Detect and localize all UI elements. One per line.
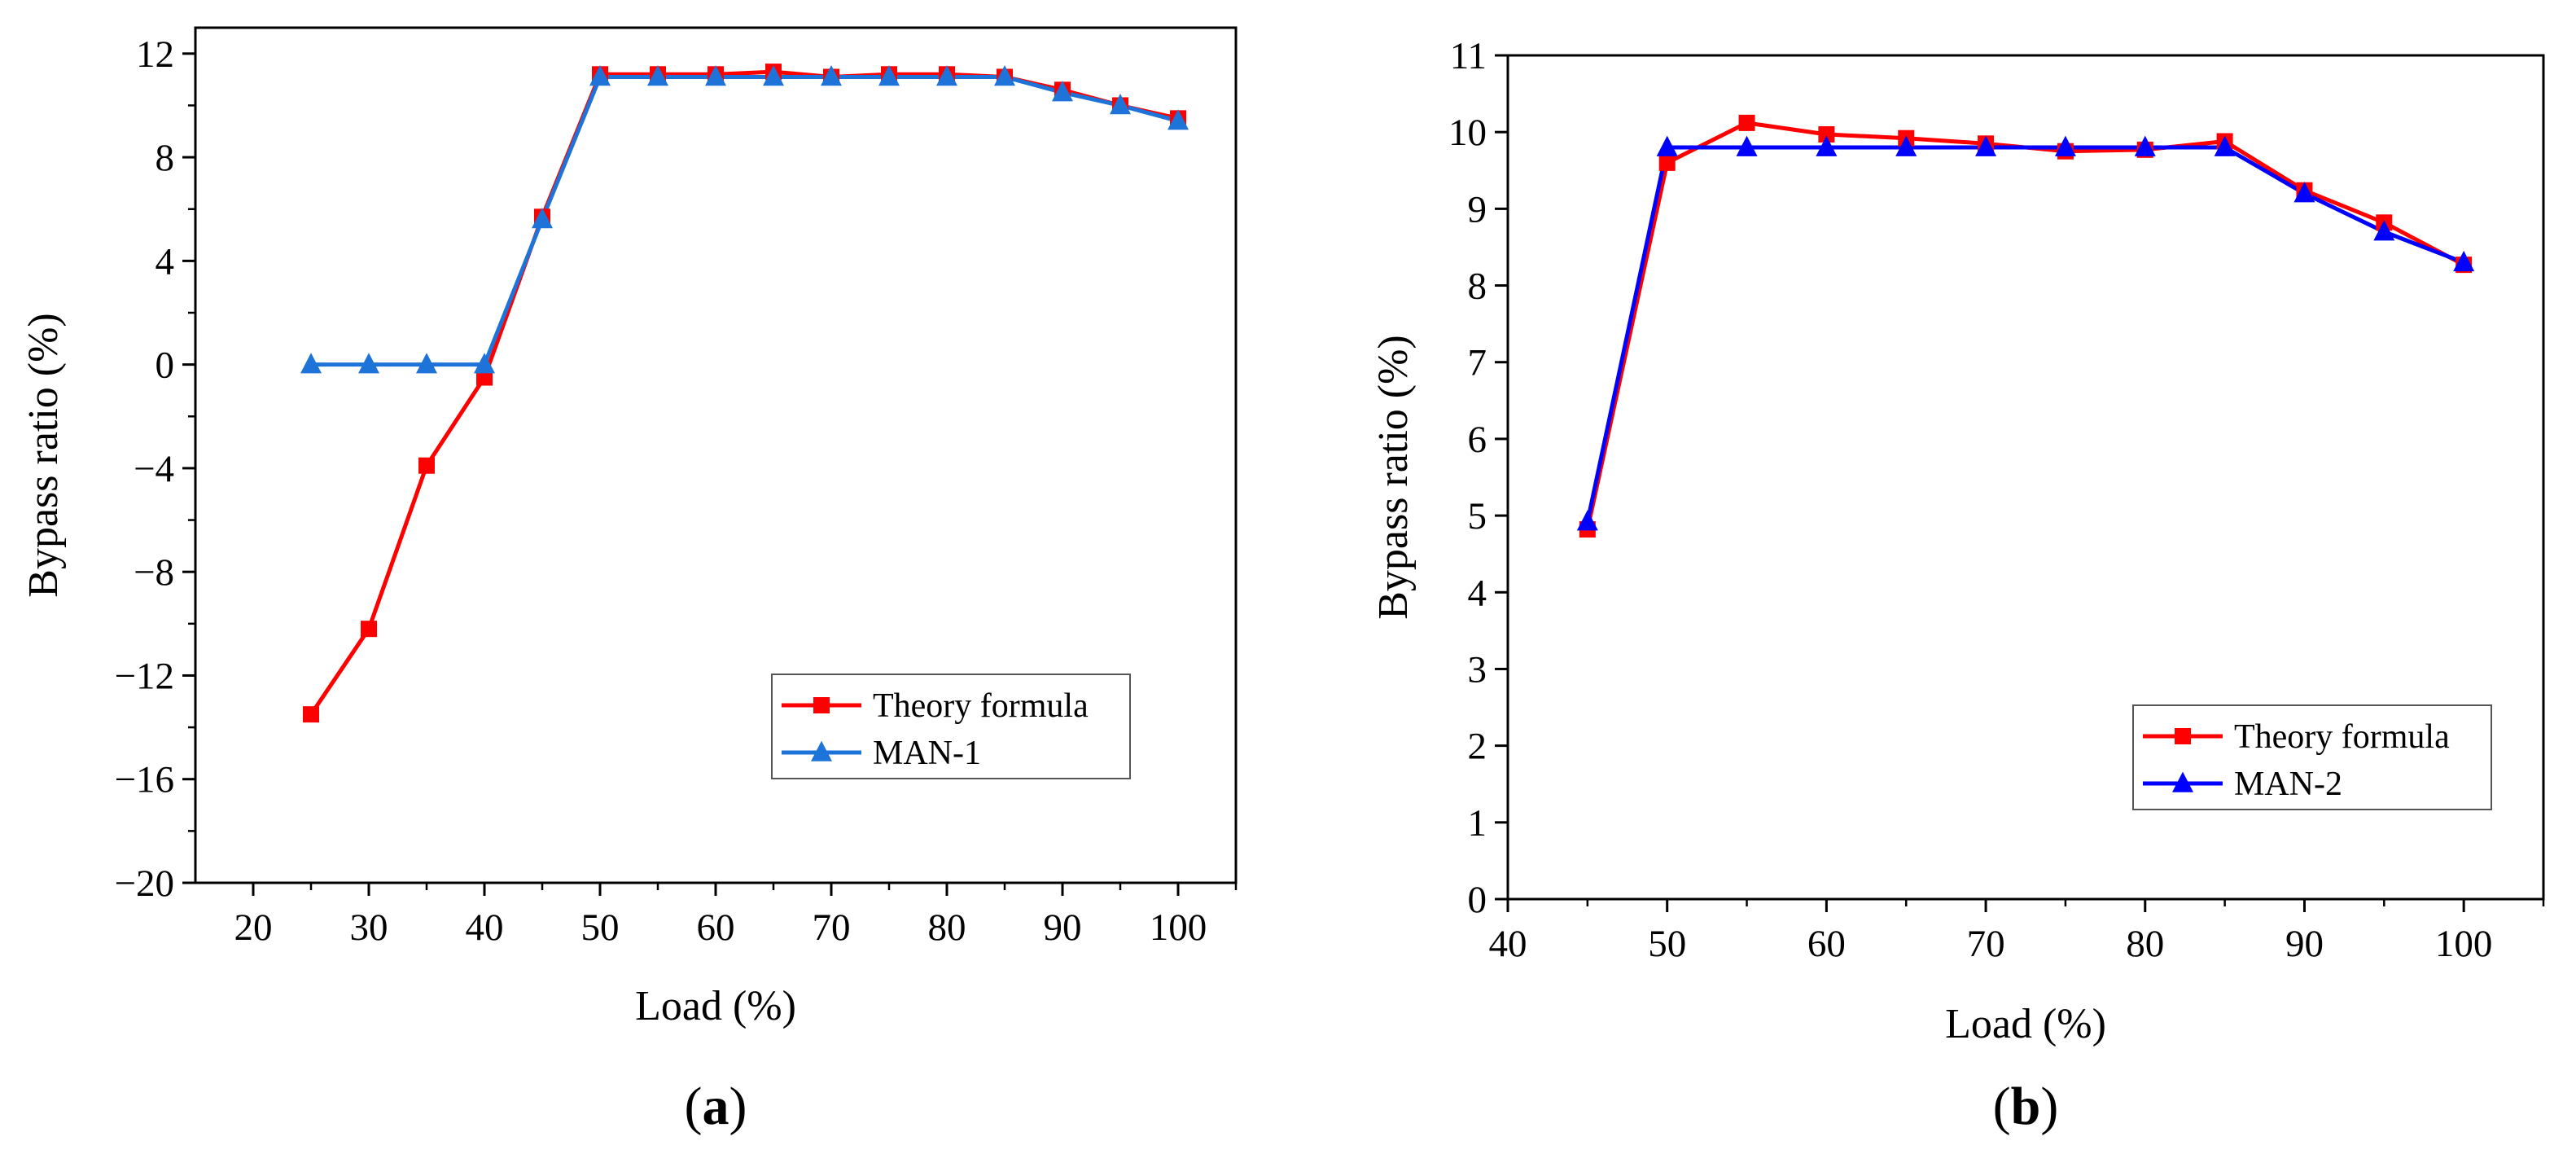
series-2-point <box>1110 94 1131 115</box>
legend-label: Theory formula <box>873 687 1089 725</box>
x-tick-label: 80 <box>928 906 966 949</box>
x-tick-label: 70 <box>1967 923 2005 965</box>
y-tick-label: 7 <box>1468 342 1487 384</box>
series-2-point <box>2214 135 2236 156</box>
series-line-1 <box>309 69 1179 716</box>
chart-panel-b: 40 50 60 70 80 90 100 0 1 2 3 4 5 6 7 8 9 10 11 Load (%) Byp… <box>1370 35 2545 1136</box>
series-2-point <box>821 65 842 86</box>
y-tick-label: 3 <box>1468 648 1487 691</box>
series-2-point <box>1052 81 1073 102</box>
series-1-point <box>303 706 319 723</box>
y-tick-label: 9 <box>1468 188 1487 230</box>
y-axis-title: Bypass ratio (%) <box>1370 335 1417 619</box>
series-2-point <box>1576 510 1598 531</box>
series-2-point <box>2054 135 2076 156</box>
series-1-point <box>418 457 435 474</box>
panel-label: (b) <box>1993 1077 2059 1136</box>
series-2-point <box>1168 109 1189 130</box>
x-tick-label: 90 <box>1044 906 1082 949</box>
y-tick-label: 0 <box>1468 879 1487 921</box>
x-tick-label: 100 <box>1150 906 1207 949</box>
series-2-point <box>994 65 1015 86</box>
chart-panel-a: 20 30 40 50 60 70 80 90 100 −20 −16 −12 −8 −4 0 4 8 12 Loa… <box>20 26 1238 1136</box>
y-tick-label: −12 <box>114 655 174 697</box>
legend-marker <box>813 697 830 713</box>
legend-marker <box>811 740 832 761</box>
y-tick-label: 8 <box>156 137 175 179</box>
x-tick-label: 50 <box>1648 923 1686 965</box>
x-tick-label: 90 <box>2285 923 2324 965</box>
x-tick-label: 20 <box>234 906 273 949</box>
series-2-point <box>1736 135 1758 156</box>
legend-marker <box>2175 728 2191 744</box>
legend-marker <box>2172 771 2193 792</box>
legend-box <box>2132 704 2492 810</box>
series-2-point <box>2134 135 2156 156</box>
y-tick-label: 6 <box>1468 419 1487 461</box>
series-1-point <box>1738 114 1755 131</box>
y-tick-label: 1 <box>1468 802 1487 845</box>
series-2-point <box>705 65 726 86</box>
series-2-point <box>878 65 900 86</box>
y-tick-label: 4 <box>1468 572 1487 614</box>
series-2-point <box>300 353 322 374</box>
series-2-point <box>474 353 495 374</box>
series-2-point <box>647 65 668 86</box>
x-axis-title: Load (%) <box>1945 1001 2106 1047</box>
y-tick-label: −4 <box>134 448 174 490</box>
series-2-point <box>532 208 553 229</box>
x-tick-label: 70 <box>813 906 851 949</box>
series-1-point <box>1658 154 1676 171</box>
y-tick-label: 5 <box>1468 495 1487 538</box>
y-tick-label: 11 <box>1450 35 1487 77</box>
legend-label: Theory formula <box>2234 718 2450 756</box>
y-tick-label: 0 <box>156 344 175 387</box>
x-tick-label: 60 <box>1807 923 1846 965</box>
y-tick-label: 8 <box>1468 265 1487 308</box>
series-2-point <box>1975 135 1997 156</box>
x-tick-label: 40 <box>466 906 504 949</box>
y-tick-label: 4 <box>156 240 175 283</box>
x-tick-label: 50 <box>581 906 620 949</box>
series-2-point <box>2373 220 2395 241</box>
x-tick-label: 30 <box>350 906 388 949</box>
legend-label: MAN-2 <box>2234 766 2342 803</box>
series-1-point <box>361 621 377 638</box>
series-2-point <box>2293 182 2315 203</box>
series-2-point <box>589 65 611 86</box>
x-axis-title: Load (%) <box>635 983 796 1029</box>
series-1-point <box>476 369 493 386</box>
y-tick-label: −20 <box>114 862 174 905</box>
legend-label: MAN-1 <box>873 735 981 772</box>
series-2-point <box>936 65 957 86</box>
y-tick-label: 10 <box>1448 112 1487 154</box>
series-2-point <box>2453 250 2475 272</box>
y-tick-label: 12 <box>136 33 174 76</box>
series-1-point <box>1818 126 1835 143</box>
series-2-point <box>358 353 379 374</box>
y-tick-label: −16 <box>114 759 174 801</box>
series-2-point <box>416 353 437 374</box>
series-2-point <box>763 65 784 86</box>
plot-frame <box>1506 54 2545 901</box>
y-axis-title: Bypass ratio (%) <box>20 313 67 597</box>
x-tick-label: 60 <box>697 906 735 949</box>
series-2-point <box>1895 135 1917 156</box>
x-tick-label: 100 <box>2435 923 2493 965</box>
series-2-point <box>1816 135 1838 156</box>
series-2-point <box>1656 135 1678 156</box>
panel-label: (a) <box>685 1077 747 1136</box>
y-tick-label: 2 <box>1468 726 1487 768</box>
series-line-1 <box>1585 121 2465 530</box>
x-tick-label: 40 <box>1489 923 1527 965</box>
series-line-2 <box>311 74 1179 367</box>
x-tick-label: 80 <box>2126 923 2164 965</box>
series-line-2 <box>1585 145 2465 523</box>
y-tick-label: −8 <box>134 551 174 594</box>
